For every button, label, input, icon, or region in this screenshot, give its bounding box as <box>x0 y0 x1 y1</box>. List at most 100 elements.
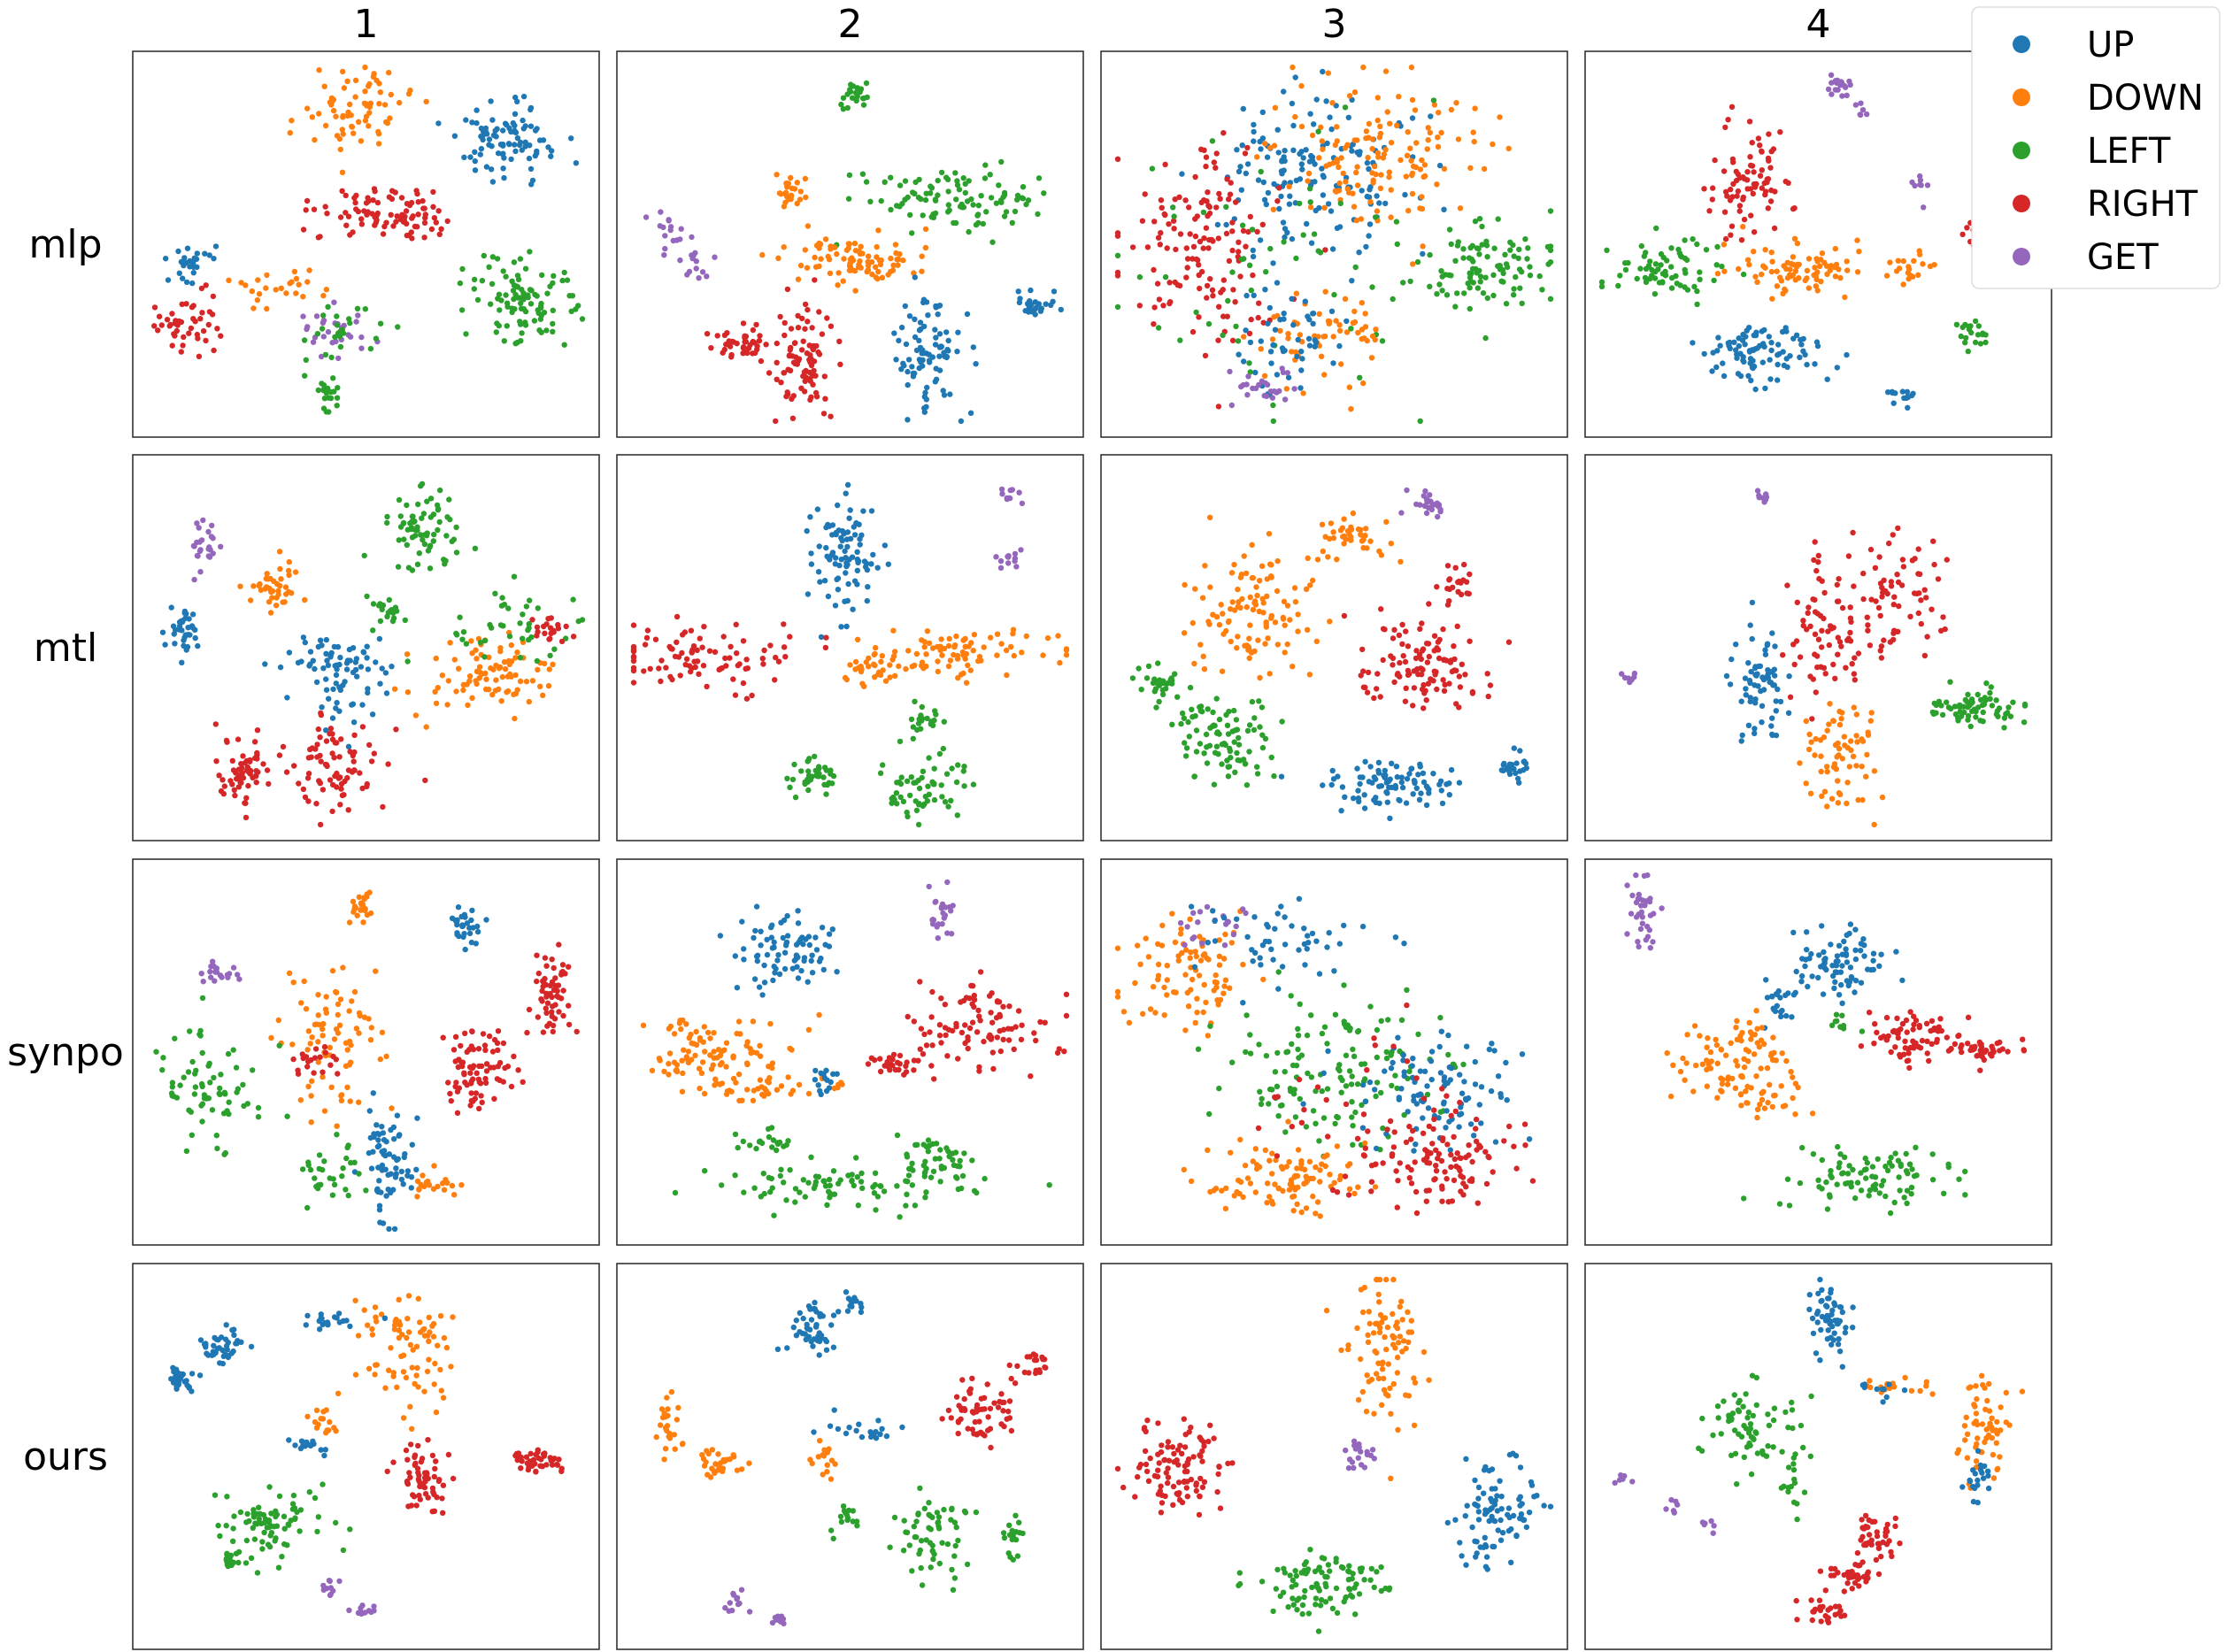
point-right <box>1426 653 1433 660</box>
point-right <box>1923 595 1929 601</box>
point-down <box>1425 137 1431 143</box>
point-down <box>286 970 293 977</box>
point-left <box>912 190 918 196</box>
point-down <box>545 682 552 689</box>
point-left <box>1136 665 1142 672</box>
point-right <box>1391 626 1397 633</box>
point-right <box>1757 173 1764 179</box>
point-left <box>1448 241 1454 248</box>
point-left <box>1668 264 1675 270</box>
point-up <box>1754 671 1760 677</box>
point-right <box>735 662 741 669</box>
point-left <box>1271 772 1277 780</box>
point-right <box>1741 175 1748 182</box>
point-down <box>275 1017 281 1024</box>
point-get <box>205 546 212 552</box>
point-left <box>501 338 507 344</box>
point-down <box>1253 584 1259 590</box>
point-down <box>869 271 875 278</box>
point-up <box>1752 332 1759 339</box>
point-down <box>449 1182 456 1189</box>
point-down <box>1321 204 1328 211</box>
point-down <box>1305 170 1313 177</box>
point-up <box>1785 710 1792 716</box>
point-down <box>1836 708 1843 715</box>
point-left <box>804 779 810 786</box>
point-right <box>1260 319 1266 326</box>
point-down <box>1887 259 1893 265</box>
point-right <box>1819 578 1825 584</box>
point-get <box>926 883 932 890</box>
point-left <box>1256 698 1262 704</box>
point-left <box>384 513 390 520</box>
point-up <box>1885 389 1891 396</box>
point-right <box>364 780 370 788</box>
point-right <box>409 215 415 221</box>
point-left <box>1009 219 1016 226</box>
point-left <box>214 1145 220 1152</box>
point-right <box>524 1029 530 1036</box>
point-up <box>390 1154 397 1160</box>
point-right <box>459 1059 466 1065</box>
point-down <box>1374 117 1381 124</box>
point-right <box>1226 257 1233 265</box>
point-down <box>755 1086 761 1092</box>
point-right <box>1374 671 1381 677</box>
point-left <box>928 190 934 196</box>
point-left <box>1307 199 1313 205</box>
point-up <box>1446 780 1452 787</box>
point-up <box>1259 109 1266 115</box>
point-up <box>286 649 293 656</box>
point-left <box>330 1176 336 1182</box>
point-up <box>1761 327 1767 334</box>
point-left <box>1235 338 1242 344</box>
point-down <box>1386 169 1393 175</box>
point-up <box>189 280 196 287</box>
point-down <box>861 683 867 689</box>
point-get <box>209 522 215 529</box>
point-left <box>284 1113 290 1119</box>
point-left <box>982 175 989 181</box>
point-down <box>1744 257 1752 263</box>
point-right <box>641 668 647 674</box>
point-up <box>183 647 189 653</box>
point-right <box>943 1032 949 1039</box>
point-down <box>485 687 492 693</box>
point-left <box>823 791 829 797</box>
point-down <box>1805 256 1813 262</box>
point-up <box>1746 348 1753 354</box>
point-up <box>1349 148 1355 154</box>
point-down <box>1413 140 1420 146</box>
point-up <box>844 481 851 488</box>
point-down <box>865 258 871 265</box>
point-left <box>1740 271 1747 278</box>
point-left <box>1634 275 1640 282</box>
point-left <box>373 335 380 342</box>
point-get <box>939 921 945 927</box>
point-down <box>322 122 329 129</box>
point-left <box>1001 192 1008 198</box>
point-right <box>1151 304 1158 311</box>
point-left <box>1468 256 1475 263</box>
point-right <box>200 327 207 334</box>
point-down <box>535 666 541 672</box>
point-left <box>505 605 512 611</box>
point-up <box>1290 122 1297 129</box>
point-left <box>1035 211 1041 218</box>
point-up <box>1330 776 1337 782</box>
point-right <box>730 676 736 682</box>
point-down <box>895 262 901 268</box>
point-down <box>356 894 362 900</box>
point-down <box>704 1029 712 1036</box>
point-right <box>1890 602 1897 608</box>
point-down <box>356 119 362 125</box>
point-up <box>472 158 478 165</box>
point-up <box>333 680 339 687</box>
point-right <box>1852 677 1858 683</box>
point-down <box>1344 186 1351 192</box>
point-down <box>367 1037 374 1043</box>
point-down <box>333 113 339 119</box>
point-down <box>1063 651 1070 658</box>
point-up <box>1762 385 1768 392</box>
point-up <box>337 687 343 693</box>
